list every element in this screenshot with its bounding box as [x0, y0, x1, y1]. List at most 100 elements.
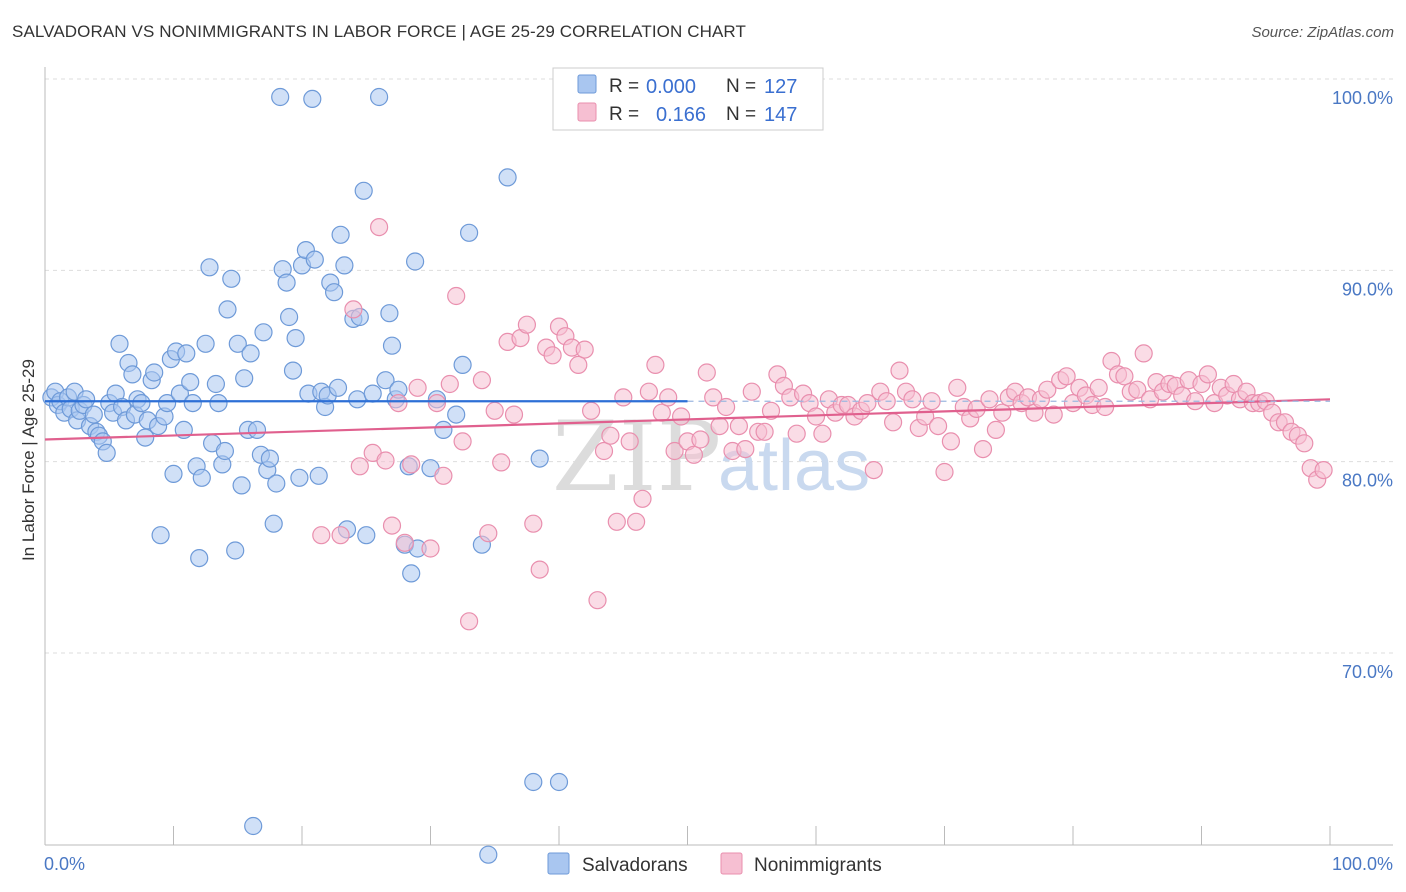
x-tick-label-min: 0.0%	[44, 854, 85, 874]
salvadoran-point-48	[196, 334, 215, 353]
salvadoran-point-56	[222, 269, 241, 288]
nonimmigrant-point-13	[427, 394, 446, 413]
nonimmigrant-point-43	[626, 512, 646, 531]
nonimmigrant-point-8	[389, 394, 408, 413]
salvadoran-point-49	[200, 258, 219, 277]
salvadoran-point-82	[305, 250, 324, 269]
nonimmigrant-point-22	[492, 453, 511, 472]
nonimmigrant-point-147	[1295, 434, 1314, 453]
nonimmigrant-point-107	[1038, 380, 1057, 399]
nonimmigrant-point-15	[440, 374, 459, 394]
salvadoran-point-21	[110, 334, 129, 353]
legend-n-label-1: N =	[726, 76, 756, 97]
nonimmigrant-point-39	[601, 426, 620, 445]
nonimmigrant-point-57	[716, 397, 736, 417]
nonimmigrant-point-97	[973, 440, 993, 459]
nonimmigrant-point-56	[710, 417, 729, 436]
salvadoran-point-114	[453, 355, 472, 374]
bottom-legend-label-nonimmigrants: Nonimmigrants	[754, 855, 882, 876]
nonimmigrant-point-48	[659, 388, 678, 407]
salvadoran-point-36	[158, 394, 177, 413]
nonimmigrant-point-12	[421, 539, 440, 558]
salvadoran-point-54	[215, 441, 234, 461]
nonimmigrant-point-14	[434, 466, 453, 485]
salvadoran-point-38	[164, 464, 183, 483]
nonimmigrant-point-72	[813, 424, 832, 443]
nonimmigrant-point-84	[890, 361, 909, 380]
salvadoran-point-101	[380, 304, 399, 323]
salvadoran-point-51	[206, 374, 225, 394]
nonimmigrant-point-122	[1134, 344, 1153, 363]
nonimmigrant-point-119	[1115, 367, 1134, 386]
stats-legend: R = 0.000 N = 127 R = 0.166 N = 147	[552, 67, 824, 131]
salvadoran-point-81	[303, 89, 322, 109]
nonimmigrant-point-5	[370, 218, 389, 237]
salvadoran-point-118	[498, 168, 517, 187]
salvadoran-point-76	[286, 329, 305, 348]
nonimmigrant-point-100	[993, 403, 1012, 422]
nonimmigrant-point-86	[903, 390, 922, 409]
nonimmigrant-point-28	[530, 560, 549, 579]
nonimmigrant-point-53	[691, 430, 710, 449]
nonimmigrant-point-54	[697, 363, 716, 382]
salvadoran-point-117	[479, 845, 498, 864]
legend-n-value-1: 127	[764, 76, 797, 98]
salvadoran-point-77	[290, 468, 309, 487]
salvadoran-point-60	[235, 369, 254, 388]
salvadoran-point-96	[354, 181, 373, 200]
y-tick-label-0: 100.0%	[1332, 88, 1393, 108]
nonimmigrant-point-17	[453, 432, 472, 451]
legend-r-value-2: 0.166	[656, 104, 706, 126]
x-tick-label-max: 100.0%	[1332, 854, 1393, 874]
nonimmigrant-point-40	[607, 512, 626, 531]
nonimmigrant-point-59	[729, 417, 749, 436]
nonimmigrant-point-90	[928, 417, 948, 436]
nonimmigrant-point-93	[948, 378, 967, 397]
salvadoran-point-46	[190, 548, 209, 568]
salvadoran-point-52	[209, 394, 228, 413]
nonimmigrant-point-7	[382, 516, 402, 535]
salvadoran-point-66	[254, 323, 273, 342]
series-salvadorans	[42, 87, 626, 864]
nonimmigrant-point-27	[524, 514, 543, 533]
nonimmigrant-point-34	[569, 355, 588, 374]
salvadoran-point-13	[84, 405, 103, 424]
legend-r-label-1: R =	[609, 76, 639, 97]
salvadoran-point-57	[226, 541, 245, 560]
legend-r-label-2: R =	[609, 104, 639, 125]
salvadoran-point-68	[260, 449, 279, 468]
series-legend: Salvadorans Nonimmigrants	[547, 852, 882, 876]
salvadoran-point-112	[434, 420, 453, 439]
nonimmigrant-point-45	[639, 382, 659, 401]
nonimmigrant-point-19	[472, 371, 491, 390]
nonimmigrant-point-80	[864, 461, 883, 480]
salvadoran-point-107	[402, 564, 421, 583]
salvadoran-point-100	[376, 371, 395, 390]
salvadoran-point-89	[328, 378, 348, 397]
y-axis-title: In Labor Force | Age 25-29	[19, 359, 38, 561]
nonimmigrant-point-2	[344, 300, 363, 319]
nonimmigrant-point-49	[665, 441, 684, 461]
nonimmigrant-point-55	[704, 388, 723, 407]
salvadoran-point-71	[271, 87, 290, 107]
nonimmigrant-point-6	[376, 451, 395, 470]
nonimmigrant-point-110	[1057, 367, 1076, 386]
nonimmigrant-point-16	[447, 286, 466, 306]
nonimmigrant-point-108	[1044, 405, 1063, 424]
nonimmigrant-point-26	[517, 315, 537, 334]
salvadoran-point-115	[460, 223, 479, 242]
nonimmigrant-point-98	[980, 390, 999, 409]
nonimmigrant-point-10	[402, 455, 421, 474]
salvadoran-point-113	[447, 405, 466, 424]
salvadoran-point-59	[232, 476, 251, 495]
legend-n-value-2: 147	[764, 104, 797, 126]
salvadoran-point-108	[406, 252, 425, 271]
nonimmigrant-point-150	[1314, 461, 1333, 480]
nonimmigrant-point-79	[858, 394, 877, 413]
salvadoran-point-88	[325, 283, 344, 302]
nonimmigrant-point-38	[594, 441, 614, 461]
nonimmigrant-point-121	[1128, 380, 1147, 399]
salvadoran-point-62	[241, 344, 260, 363]
nonimmigrant-point-44	[633, 489, 652, 508]
